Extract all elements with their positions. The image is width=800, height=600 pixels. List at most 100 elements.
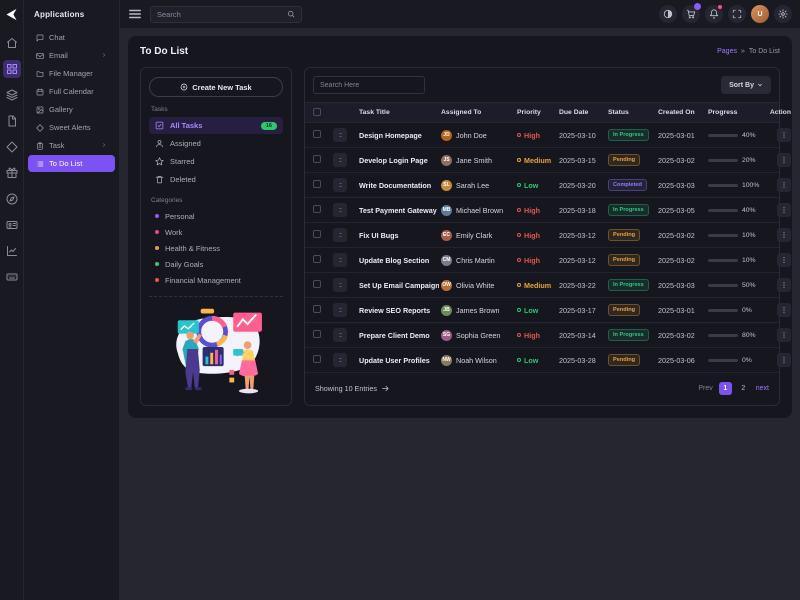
drag-handle-icon[interactable]: ::	[333, 328, 347, 342]
sidebar-item-chat[interactable]: Chat	[28, 29, 115, 46]
contrast-icon	[663, 9, 673, 19]
row-checkbox[interactable]	[313, 330, 321, 338]
row-action-button[interactable]	[777, 128, 791, 142]
bell-icon	[709, 9, 719, 19]
filter-deleted[interactable]: Deleted	[149, 171, 283, 188]
global-search-input[interactable]	[157, 9, 283, 19]
row-action-button[interactable]	[777, 328, 791, 342]
cart-button[interactable]	[682, 3, 701, 23]
table-row: :: Test Payment Gateway MB Michael Brown…	[305, 198, 791, 223]
drag-handle-icon[interactable]: ::	[333, 178, 347, 192]
filter-all-tasks[interactable]: All Tasks 16	[149, 117, 283, 134]
row-action-button[interactable]	[777, 353, 791, 367]
status-badge: In Progress	[608, 129, 649, 141]
due-date: 2025-03-12	[559, 230, 596, 240]
drag-handle-icon[interactable]: ::	[333, 353, 347, 367]
rail-item-id-card[interactable]	[3, 216, 21, 234]
category-work[interactable]: Work	[149, 224, 283, 240]
pagination-page-2[interactable]: 2	[741, 385, 746, 392]
category-health-fitness[interactable]: Health & Fitness	[149, 240, 283, 256]
row-action-button[interactable]	[777, 203, 791, 217]
rail-item-compass[interactable]	[3, 190, 21, 208]
menu-toggle-icon[interactable]	[128, 7, 142, 21]
table-search-input[interactable]	[313, 76, 425, 94]
diamond-icon	[36, 123, 44, 132]
assignee-avatar: JD	[441, 129, 452, 141]
chat-icon	[36, 34, 44, 41]
sidebar-item-full-calendar[interactable]: Full Calendar	[28, 83, 115, 100]
drag-handle-icon[interactable]: ::	[333, 203, 347, 217]
task-title: Develop Login Page	[359, 155, 428, 165]
sidebar-item-task[interactable]: Task	[28, 137, 115, 154]
breadcrumb-pages-link[interactable]: Pages	[717, 48, 737, 55]
chart-icon	[6, 246, 17, 256]
user-avatar[interactable]: U	[751, 5, 769, 23]
row-checkbox[interactable]	[313, 230, 321, 238]
drag-handle-icon[interactable]: ::	[333, 278, 347, 292]
row-action-button[interactable]	[777, 253, 791, 267]
row-action-button[interactable]	[777, 278, 791, 292]
pagination-next[interactable]: next	[755, 385, 769, 392]
notifications-button[interactable]	[705, 5, 723, 23]
app-logo-icon[interactable]	[4, 7, 19, 22]
row-action-button[interactable]	[777, 178, 791, 192]
drag-handle-icon[interactable]: ::	[333, 128, 347, 142]
drag-handle-icon[interactable]: ::	[333, 228, 347, 242]
filter-assigned[interactable]: Assigned	[149, 135, 283, 152]
create-new-task-button[interactable]: Create New Task	[149, 77, 283, 97]
gift-icon	[6, 167, 17, 178]
row-checkbox[interactable]	[313, 280, 321, 288]
drag-handle-icon[interactable]: ::	[333, 253, 347, 267]
row-action-button[interactable]	[777, 303, 791, 317]
task-count-badge: 16	[260, 121, 277, 130]
row-checkbox[interactable]	[313, 305, 321, 313]
row-checkbox[interactable]	[313, 130, 321, 138]
fullscreen-button[interactable]	[728, 5, 746, 23]
global-search[interactable]	[150, 5, 302, 23]
pagination-prev[interactable]: Prev	[698, 385, 713, 392]
row-checkbox[interactable]	[313, 180, 321, 188]
sort-by-button[interactable]: Sort By	[721, 76, 771, 94]
category-personal[interactable]: Personal	[149, 208, 283, 224]
sidebar-item-sweet-alerts[interactable]: Sweet Alerts	[28, 119, 115, 136]
layers-icon	[6, 89, 17, 101]
sidebar-item-to-do-list[interactable]: To Do List	[28, 155, 115, 172]
status-badge: Pending	[608, 154, 641, 166]
status-badge: Pending	[608, 354, 641, 366]
drag-handle-icon[interactable]: ::	[333, 303, 347, 317]
rail-item-file[interactable]	[3, 112, 21, 130]
assignee-avatar: SL	[441, 179, 452, 191]
row-checkbox[interactable]	[313, 355, 321, 363]
rail-item-gift[interactable]	[3, 164, 21, 182]
sidebar-item-email[interactable]: Email	[28, 47, 115, 64]
category-daily-goals[interactable]: Daily Goals	[149, 256, 283, 272]
row-action-button[interactable]	[777, 228, 791, 242]
rail-item-layers[interactable]	[3, 86, 21, 104]
assignee-avatar: CM	[441, 254, 452, 266]
progress-bar	[708, 133, 738, 137]
category-financial-management[interactable]: Financial Management	[149, 272, 283, 288]
rail-item-grid[interactable]	[2, 60, 21, 78]
rail-item-diamond[interactable]	[3, 138, 21, 156]
sidebar-item-gallery[interactable]: Gallery	[28, 101, 115, 118]
rail-item-keyboard[interactable]	[3, 268, 21, 286]
theme-toggle-button[interactable]	[659, 5, 677, 23]
id-card-icon	[6, 221, 17, 229]
assignee-avatar: NW	[441, 354, 452, 366]
rail-item-chart[interactable]	[3, 242, 21, 260]
filter-starred[interactable]: Starred	[149, 153, 283, 170]
row-checkbox[interactable]	[313, 255, 321, 263]
row-checkbox[interactable]	[313, 155, 321, 163]
task-title: Prepare Client Demo	[359, 330, 430, 340]
priority-cell: Low	[517, 306, 557, 315]
drag-handle-icon[interactable]: ::	[333, 153, 347, 167]
pagination-page-1[interactable]: 1	[718, 382, 732, 395]
file-icon	[8, 115, 16, 127]
rail-item-home[interactable]	[3, 34, 21, 52]
due-date: 2025-03-10	[559, 130, 596, 140]
sidebar-item-file-manager[interactable]: File Manager	[28, 65, 115, 82]
row-checkbox[interactable]	[313, 205, 321, 213]
settings-button[interactable]	[774, 5, 792, 23]
row-action-button[interactable]	[777, 153, 791, 167]
select-all-checkbox[interactable]	[313, 107, 321, 116]
